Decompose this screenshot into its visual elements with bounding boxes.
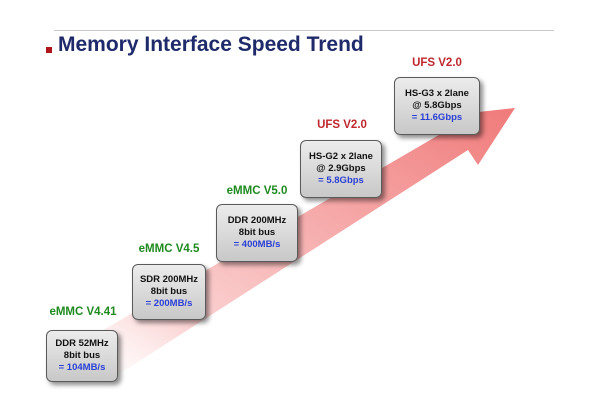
step-4-speed: = 5.8Gbps [318,175,364,186]
step-4-version-label: UFS V2.0 [317,119,367,131]
step-5-spec-box: HS-G3 x 2lane @ 5.8Gbps = 11.6Gbps [394,77,480,135]
step-1-version-label: eMMC V4.41 [49,306,117,318]
step-1-line2: 8bit bus [63,350,101,361]
step-2-version-label: eMMC V4.5 [138,243,200,255]
step-1-speed: = 104MB/s [58,362,106,373]
step-4-line2: @ 2.9Gbps [316,163,366,174]
step-4-line1: HS-G2 x 2lane [309,151,373,162]
title-bar: Memory Interface Speed Trend [44,30,600,60]
step-2-line1: SDR 200MHz [139,274,199,285]
step-1-line1: DDR 52MHz [55,338,109,349]
step-2-spec-box: SDR 200MHz 8bit bus = 200MB/s [132,264,206,320]
step-5-speed: = 11.6Gbps [411,112,463,123]
step-1-spec-box: DDR 52MHz 8bit bus = 104MB/s [46,330,118,382]
title-bullet-marker [46,47,52,53]
step-2-line2: 8bit bus [150,286,188,297]
title-rule [54,30,554,31]
page-title: Memory Interface Speed Trend [58,33,364,56]
step-4-spec-box: HS-G2 x 2lane @ 2.9Gbps = 5.8Gbps [300,140,382,198]
step-5-line2: @ 5.8Gbps [412,100,462,111]
step-3-line1: DDR 200MHz [227,215,287,226]
step-5-version-label: UFS V2.0 [412,57,462,69]
step-3-speed: = 400MB/s [233,239,281,250]
step-3-line2: 8bit bus [238,227,276,238]
step-3-version-label: eMMC V5.0 [226,185,288,197]
step-5-line1: HS-G3 x 2lane [405,88,469,99]
step-3-spec-box: DDR 200MHz 8bit bus = 400MB/s [216,204,298,262]
step-2-speed: = 200MB/s [145,298,193,309]
